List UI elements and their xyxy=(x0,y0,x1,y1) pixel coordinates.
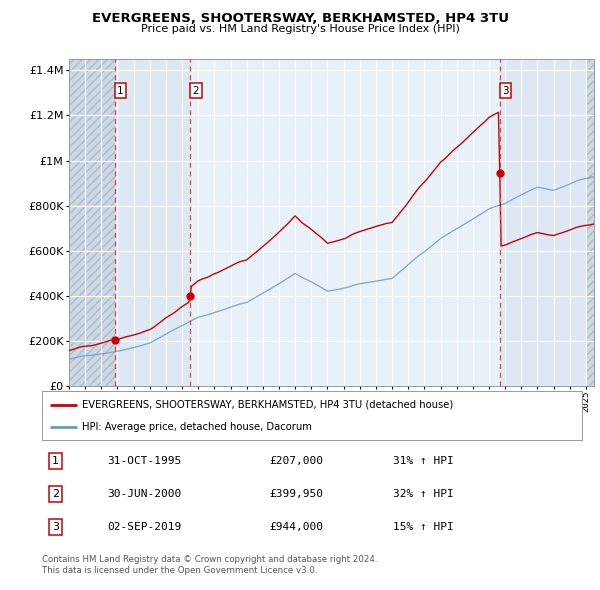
Bar xyxy=(190,59,500,386)
Text: £399,950: £399,950 xyxy=(269,489,323,499)
Text: EVERGREENS, SHOOTERSWAY, BERKHAMSTED, HP4 3TU (detached house): EVERGREENS, SHOOTERSWAY, BERKHAMSTED, HP… xyxy=(83,399,454,409)
Text: 1: 1 xyxy=(117,86,124,96)
Text: EVERGREENS, SHOOTERSWAY, BERKHAMSTED, HP4 3TU: EVERGREENS, SHOOTERSWAY, BERKHAMSTED, HP… xyxy=(91,12,509,25)
Text: 02-SEP-2019: 02-SEP-2019 xyxy=(107,522,181,532)
Bar xyxy=(69,59,115,386)
Bar xyxy=(115,59,190,386)
Text: 30-JUN-2000: 30-JUN-2000 xyxy=(107,489,181,499)
Text: 32% ↑ HPI: 32% ↑ HPI xyxy=(393,489,454,499)
Text: 1: 1 xyxy=(52,456,59,466)
Text: £207,000: £207,000 xyxy=(269,456,323,466)
Text: 15% ↑ HPI: 15% ↑ HPI xyxy=(393,522,454,532)
Text: 2: 2 xyxy=(52,489,59,499)
Text: 2: 2 xyxy=(193,86,199,96)
Bar xyxy=(586,59,594,386)
Text: Price paid vs. HM Land Registry's House Price Index (HPI): Price paid vs. HM Land Registry's House … xyxy=(140,24,460,34)
Text: 31% ↑ HPI: 31% ↑ HPI xyxy=(393,456,454,466)
Text: 3: 3 xyxy=(502,86,509,96)
Text: HPI: Average price, detached house, Dacorum: HPI: Average price, detached house, Daco… xyxy=(83,422,313,432)
Text: Contains HM Land Registry data © Crown copyright and database right 2024.: Contains HM Land Registry data © Crown c… xyxy=(42,555,377,563)
Text: £944,000: £944,000 xyxy=(269,522,323,532)
Text: 31-OCT-1995: 31-OCT-1995 xyxy=(107,456,181,466)
Bar xyxy=(500,59,594,386)
Text: 3: 3 xyxy=(52,522,59,532)
Text: This data is licensed under the Open Government Licence v3.0.: This data is licensed under the Open Gov… xyxy=(42,566,317,575)
